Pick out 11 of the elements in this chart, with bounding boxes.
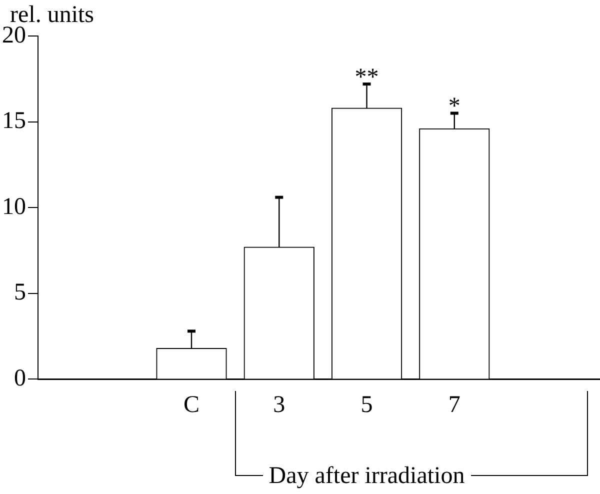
annotation: * bbox=[448, 94, 460, 120]
x-tick-label: C bbox=[183, 392, 200, 418]
y-tick-label: 15 bbox=[2, 108, 26, 134]
y-tick-label: 10 bbox=[2, 194, 26, 220]
y-tick-label: 5 bbox=[14, 280, 26, 306]
x-tick-label: 5 bbox=[360, 392, 373, 418]
x-axis-title: Day after irradiation bbox=[262, 463, 471, 489]
x-tick-label: 7 bbox=[448, 392, 460, 418]
y-tick-label: 0 bbox=[14, 365, 26, 392]
x-tick-label: 3 bbox=[273, 392, 286, 418]
annotation: ** bbox=[354, 64, 379, 90]
